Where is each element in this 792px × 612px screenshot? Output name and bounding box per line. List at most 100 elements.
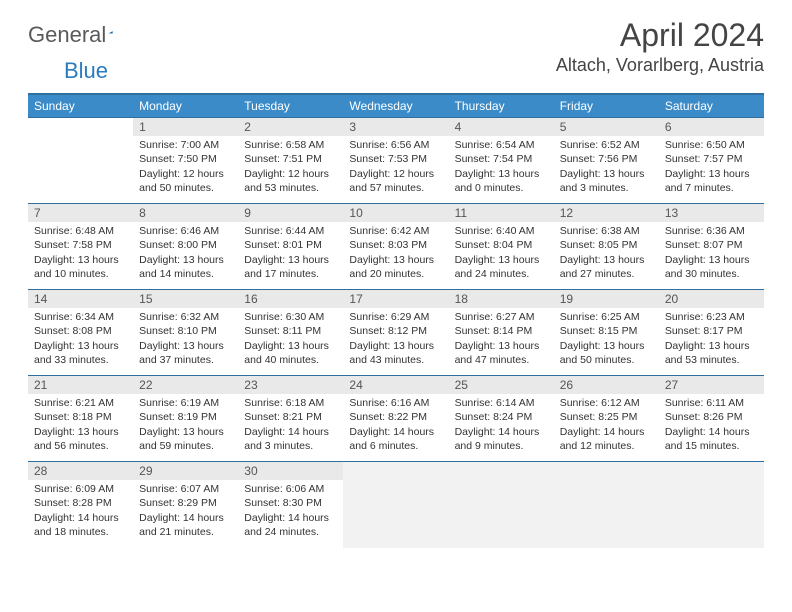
day-number: 16 bbox=[238, 290, 343, 308]
month-title: April 2024 bbox=[556, 18, 764, 53]
calendar-day-cell: 30Sunrise: 6:06 AMSunset: 8:30 PMDayligh… bbox=[238, 462, 343, 548]
day-details: Sunrise: 6:27 AMSunset: 8:14 PMDaylight:… bbox=[449, 308, 554, 371]
day-details: Sunrise: 6:09 AMSunset: 8:28 PMDaylight:… bbox=[28, 480, 133, 543]
calendar-week-row: 14Sunrise: 6:34 AMSunset: 8:08 PMDayligh… bbox=[28, 290, 764, 376]
weekday-header: Thursday bbox=[449, 94, 554, 118]
calendar-day-cell bbox=[554, 462, 659, 548]
day-details: Sunrise: 6:38 AMSunset: 8:05 PMDaylight:… bbox=[554, 222, 659, 285]
day-number: 25 bbox=[449, 376, 554, 394]
day-details: Sunrise: 6:54 AMSunset: 7:54 PMDaylight:… bbox=[449, 136, 554, 199]
calendar-day-cell: 4Sunrise: 6:54 AMSunset: 7:54 PMDaylight… bbox=[449, 118, 554, 204]
day-details: Sunrise: 6:32 AMSunset: 8:10 PMDaylight:… bbox=[133, 308, 238, 371]
logo-text-blue: Blue bbox=[64, 58, 108, 83]
calendar-day-cell: 5Sunrise: 6:52 AMSunset: 7:56 PMDaylight… bbox=[554, 118, 659, 204]
calendar-day-cell: 24Sunrise: 6:16 AMSunset: 8:22 PMDayligh… bbox=[343, 376, 448, 462]
logo-triangle-icon bbox=[109, 24, 113, 40]
day-details: Sunrise: 6:11 AMSunset: 8:26 PMDaylight:… bbox=[659, 394, 764, 457]
calendar-day-cell: 25Sunrise: 6:14 AMSunset: 8:24 PMDayligh… bbox=[449, 376, 554, 462]
day-details: Sunrise: 6:07 AMSunset: 8:29 PMDaylight:… bbox=[133, 480, 238, 543]
day-details: Sunrise: 6:50 AMSunset: 7:57 PMDaylight:… bbox=[659, 136, 764, 199]
day-number: 3 bbox=[343, 118, 448, 136]
brand-logo: General bbox=[28, 24, 133, 46]
calendar-day-cell: 3Sunrise: 6:56 AMSunset: 7:53 PMDaylight… bbox=[343, 118, 448, 204]
day-details: Sunrise: 6:30 AMSunset: 8:11 PMDaylight:… bbox=[238, 308, 343, 371]
day-number: 5 bbox=[554, 118, 659, 136]
day-details: Sunrise: 6:18 AMSunset: 8:21 PMDaylight:… bbox=[238, 394, 343, 457]
calendar-header-row: SundayMondayTuesdayWednesdayThursdayFrid… bbox=[28, 94, 764, 118]
weekday-header: Friday bbox=[554, 94, 659, 118]
calendar-day-cell: 14Sunrise: 6:34 AMSunset: 8:08 PMDayligh… bbox=[28, 290, 133, 376]
day-details: Sunrise: 7:00 AMSunset: 7:50 PMDaylight:… bbox=[133, 136, 238, 199]
day-number: 17 bbox=[343, 290, 448, 308]
day-details: Sunrise: 6:56 AMSunset: 7:53 PMDaylight:… bbox=[343, 136, 448, 199]
calendar-day-cell: 22Sunrise: 6:19 AMSunset: 8:19 PMDayligh… bbox=[133, 376, 238, 462]
weekday-header: Tuesday bbox=[238, 94, 343, 118]
day-number: 24 bbox=[343, 376, 448, 394]
calendar-day-cell: 23Sunrise: 6:18 AMSunset: 8:21 PMDayligh… bbox=[238, 376, 343, 462]
calendar-week-row: 21Sunrise: 6:21 AMSunset: 8:18 PMDayligh… bbox=[28, 376, 764, 462]
day-number: 9 bbox=[238, 204, 343, 222]
day-number: 20 bbox=[659, 290, 764, 308]
day-number: 23 bbox=[238, 376, 343, 394]
day-number: 13 bbox=[659, 204, 764, 222]
day-details: Sunrise: 6:46 AMSunset: 8:00 PMDaylight:… bbox=[133, 222, 238, 285]
calendar-day-cell bbox=[28, 118, 133, 204]
weekday-header: Saturday bbox=[659, 94, 764, 118]
day-details: Sunrise: 6:25 AMSunset: 8:15 PMDaylight:… bbox=[554, 308, 659, 371]
day-number: 12 bbox=[554, 204, 659, 222]
day-details: Sunrise: 6:19 AMSunset: 8:19 PMDaylight:… bbox=[133, 394, 238, 457]
day-number: 7 bbox=[28, 204, 133, 222]
day-number: 4 bbox=[449, 118, 554, 136]
day-number: 22 bbox=[133, 376, 238, 394]
day-number: 30 bbox=[238, 462, 343, 480]
day-details: Sunrise: 6:16 AMSunset: 8:22 PMDaylight:… bbox=[343, 394, 448, 457]
calendar-day-cell: 11Sunrise: 6:40 AMSunset: 8:04 PMDayligh… bbox=[449, 204, 554, 290]
calendar-day-cell: 12Sunrise: 6:38 AMSunset: 8:05 PMDayligh… bbox=[554, 204, 659, 290]
calendar-day-cell: 10Sunrise: 6:42 AMSunset: 8:03 PMDayligh… bbox=[343, 204, 448, 290]
calendar-day-cell: 16Sunrise: 6:30 AMSunset: 8:11 PMDayligh… bbox=[238, 290, 343, 376]
day-number: 29 bbox=[133, 462, 238, 480]
day-details: Sunrise: 6:40 AMSunset: 8:04 PMDaylight:… bbox=[449, 222, 554, 285]
calendar-day-cell: 2Sunrise: 6:58 AMSunset: 7:51 PMDaylight… bbox=[238, 118, 343, 204]
calendar-day-cell: 20Sunrise: 6:23 AMSunset: 8:17 PMDayligh… bbox=[659, 290, 764, 376]
calendar-day-cell bbox=[659, 462, 764, 548]
calendar-day-cell: 27Sunrise: 6:11 AMSunset: 8:26 PMDayligh… bbox=[659, 376, 764, 462]
calendar-day-cell: 17Sunrise: 6:29 AMSunset: 8:12 PMDayligh… bbox=[343, 290, 448, 376]
calendar-day-cell: 21Sunrise: 6:21 AMSunset: 8:18 PMDayligh… bbox=[28, 376, 133, 462]
calendar-day-cell: 19Sunrise: 6:25 AMSunset: 8:15 PMDayligh… bbox=[554, 290, 659, 376]
day-number: 1 bbox=[133, 118, 238, 136]
calendar-day-cell: 29Sunrise: 6:07 AMSunset: 8:29 PMDayligh… bbox=[133, 462, 238, 548]
calendar-day-cell: 18Sunrise: 6:27 AMSunset: 8:14 PMDayligh… bbox=[449, 290, 554, 376]
day-number: 11 bbox=[449, 204, 554, 222]
day-number: 15 bbox=[133, 290, 238, 308]
day-details: Sunrise: 6:58 AMSunset: 7:51 PMDaylight:… bbox=[238, 136, 343, 199]
weekday-header: Wednesday bbox=[343, 94, 448, 118]
weekday-header: Sunday bbox=[28, 94, 133, 118]
calendar-day-cell: 26Sunrise: 6:12 AMSunset: 8:25 PMDayligh… bbox=[554, 376, 659, 462]
calendar-week-row: 1Sunrise: 7:00 AMSunset: 7:50 PMDaylight… bbox=[28, 118, 764, 204]
day-details: Sunrise: 6:42 AMSunset: 8:03 PMDaylight:… bbox=[343, 222, 448, 285]
calendar-table: SundayMondayTuesdayWednesdayThursdayFrid… bbox=[28, 93, 764, 548]
calendar-week-row: 28Sunrise: 6:09 AMSunset: 8:28 PMDayligh… bbox=[28, 462, 764, 548]
day-number: 8 bbox=[133, 204, 238, 222]
calendar-day-cell: 28Sunrise: 6:09 AMSunset: 8:28 PMDayligh… bbox=[28, 462, 133, 548]
day-number: 10 bbox=[343, 204, 448, 222]
logo-text-general: General bbox=[28, 24, 106, 46]
day-details: Sunrise: 6:34 AMSunset: 8:08 PMDaylight:… bbox=[28, 308, 133, 371]
calendar-day-cell: 7Sunrise: 6:48 AMSunset: 7:58 PMDaylight… bbox=[28, 204, 133, 290]
day-number: 2 bbox=[238, 118, 343, 136]
day-number: 19 bbox=[554, 290, 659, 308]
day-details: Sunrise: 6:21 AMSunset: 8:18 PMDaylight:… bbox=[28, 394, 133, 457]
day-number: 6 bbox=[659, 118, 764, 136]
day-number: 14 bbox=[28, 290, 133, 308]
calendar-day-cell bbox=[449, 462, 554, 548]
day-details: Sunrise: 6:12 AMSunset: 8:25 PMDaylight:… bbox=[554, 394, 659, 457]
day-details: Sunrise: 6:29 AMSunset: 8:12 PMDaylight:… bbox=[343, 308, 448, 371]
calendar-week-row: 7Sunrise: 6:48 AMSunset: 7:58 PMDaylight… bbox=[28, 204, 764, 290]
calendar-day-cell: 9Sunrise: 6:44 AMSunset: 8:01 PMDaylight… bbox=[238, 204, 343, 290]
day-details: Sunrise: 6:48 AMSunset: 7:58 PMDaylight:… bbox=[28, 222, 133, 285]
calendar-day-cell: 6Sunrise: 6:50 AMSunset: 7:57 PMDaylight… bbox=[659, 118, 764, 204]
calendar-day-cell: 15Sunrise: 6:32 AMSunset: 8:10 PMDayligh… bbox=[133, 290, 238, 376]
calendar-day-cell bbox=[343, 462, 448, 548]
day-details: Sunrise: 6:52 AMSunset: 7:56 PMDaylight:… bbox=[554, 136, 659, 199]
